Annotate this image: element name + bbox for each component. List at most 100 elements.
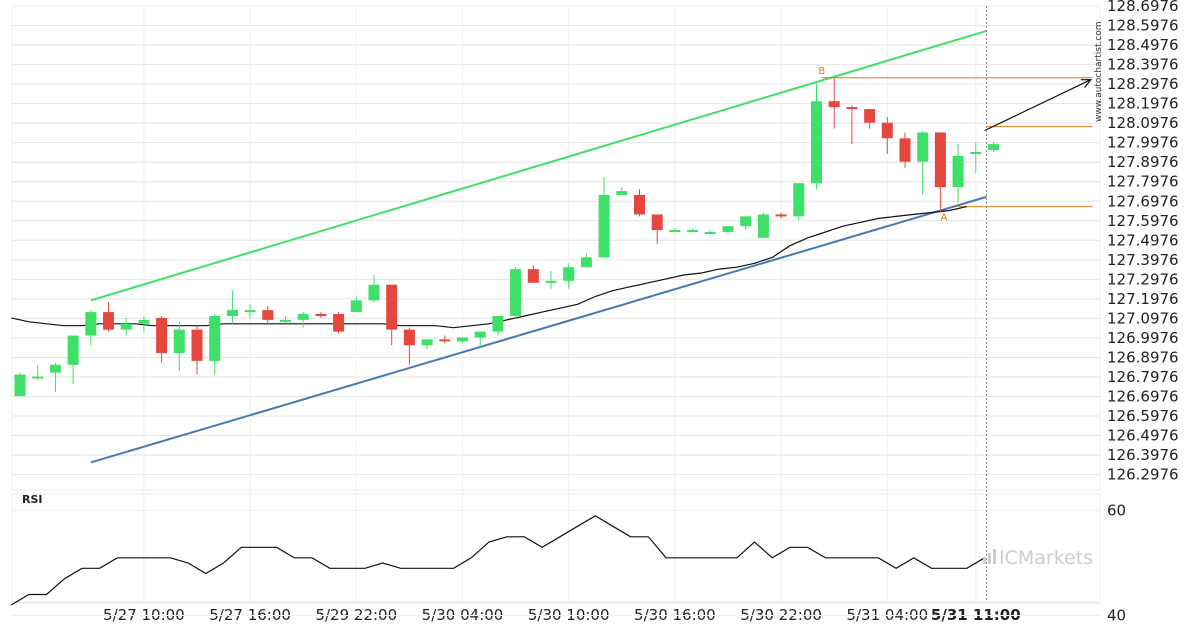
bearish-candle <box>403 327 415 365</box>
candle-body <box>67 335 79 365</box>
candle-body <box>757 214 769 238</box>
candle-body <box>970 151 982 154</box>
candle-body <box>775 214 787 217</box>
bullish-candle <box>811 83 822 190</box>
y-tick-label: 126.5976 <box>1107 407 1179 425</box>
bullish-candle <box>793 183 805 221</box>
bullish-candle <box>952 144 964 203</box>
bullish-candle <box>740 216 752 231</box>
pattern-point-label: A <box>941 212 948 223</box>
moving-average-line <box>11 206 968 329</box>
candle-body <box>120 323 132 330</box>
candle-body <box>740 216 752 227</box>
y-tick-label: 128.6976 <box>1107 0 1179 15</box>
candle-body <box>474 331 486 338</box>
bullish-candle <box>616 187 628 195</box>
y-tick-label: 127.1976 <box>1107 290 1179 308</box>
candle-body <box>598 194 610 258</box>
candle-body <box>421 339 433 346</box>
candle-body <box>280 319 291 322</box>
icmarkets-logo: ICMarkets <box>983 547 1093 569</box>
y-tick-label: 126.9976 <box>1107 329 1179 347</box>
bearish-candle <box>934 132 946 213</box>
bullish-candle <box>350 296 362 313</box>
rsi-tick-label: 40 <box>1107 607 1126 625</box>
bullish-candle <box>173 321 185 371</box>
candle-body <box>952 155 964 188</box>
candle-body <box>297 314 309 320</box>
candle-body <box>669 230 681 233</box>
bearish-candle <box>262 306 274 324</box>
bullish-candle <box>563 263 575 289</box>
autochartist-watermark: www.autochartist.com <box>1094 21 1104 122</box>
candle-body <box>899 138 911 162</box>
candle-body <box>315 314 327 317</box>
bullish-candle <box>704 230 716 235</box>
bullish-candle <box>49 362 61 393</box>
bearish-candle <box>846 105 858 145</box>
y-tick-label: 127.3976 <box>1107 251 1179 269</box>
y-tick-label: 128.2976 <box>1107 75 1179 93</box>
rsi-layer: 60 40 <box>10 502 1126 625</box>
bullish-candle <box>244 304 256 318</box>
bullish-candle <box>970 142 982 174</box>
bullish-candle <box>492 315 504 336</box>
bullish-candle <box>368 274 380 303</box>
candle-body <box>616 191 628 195</box>
candle-body <box>722 226 734 233</box>
bearish-candle <box>103 302 114 332</box>
candle-body <box>864 109 876 123</box>
candle-body <box>14 374 26 397</box>
bearish-candle <box>864 109 876 129</box>
y-tick-label: 126.2976 <box>1107 466 1179 484</box>
y-tick-label: 127.8976 <box>1107 153 1179 171</box>
bearish-candle <box>191 325 203 375</box>
candle-body <box>917 132 929 162</box>
price-panel <box>11 5 1101 491</box>
logo-bar-3 <box>993 549 996 564</box>
y-tick-label: 127.2976 <box>1107 270 1179 288</box>
rsi-line <box>10 515 985 606</box>
logo-bar-2 <box>988 553 991 564</box>
logo-bar-1 <box>983 558 986 564</box>
bullish-candle <box>580 253 592 268</box>
candle-body <box>32 376 44 379</box>
overlay-layer <box>11 29 1093 464</box>
y-tick-label: 128.5976 <box>1107 17 1179 35</box>
candle-body <box>156 317 168 354</box>
y-tick-label: 127.5976 <box>1107 212 1179 230</box>
candle-body <box>191 329 203 361</box>
candle-layer <box>14 77 999 397</box>
candle-body <box>138 319 150 324</box>
bearish-candle <box>651 214 663 244</box>
candle-body <box>881 122 893 139</box>
candle-body <box>368 284 380 301</box>
rsi-tick-label: 60 <box>1107 502 1126 520</box>
bullish-candle <box>457 337 468 344</box>
candle-body <box>49 364 61 373</box>
bearish-candle <box>828 77 840 129</box>
y-tick-label: 127.4976 <box>1107 231 1179 249</box>
candle-body <box>828 101 840 108</box>
candle-body <box>563 267 575 281</box>
pattern-point-label: B <box>818 66 825 77</box>
y-tick-label: 126.6976 <box>1107 388 1179 406</box>
forecast-arrow-line <box>984 79 1092 132</box>
bearish-candle <box>881 116 893 154</box>
rsi-label: RSI <box>22 493 43 506</box>
candle-body <box>580 257 592 268</box>
candle-body <box>492 315 504 332</box>
bullish-candle <box>32 364 44 381</box>
candle-body <box>85 312 97 336</box>
bullish-candle <box>280 315 291 324</box>
candle-body <box>244 310 256 313</box>
grid-layer <box>12 5 1100 602</box>
bullish-candle <box>545 271 557 289</box>
y-tick-label: 126.8976 <box>1107 348 1179 366</box>
y-tick-label: 127.7976 <box>1107 173 1179 191</box>
bearish-candle <box>439 335 451 344</box>
bullish-candle <box>226 290 238 324</box>
candle-body <box>173 329 185 354</box>
